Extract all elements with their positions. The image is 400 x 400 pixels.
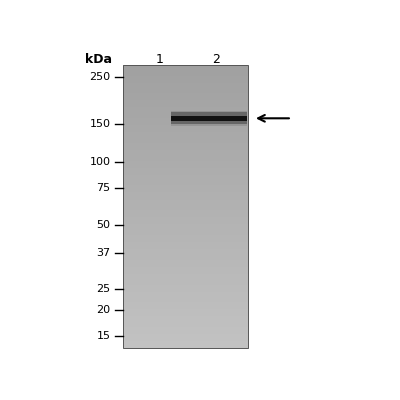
Bar bbox=[123, 277, 248, 281]
Bar bbox=[123, 104, 248, 108]
Bar bbox=[123, 302, 248, 306]
Bar bbox=[123, 263, 248, 267]
Bar bbox=[123, 235, 248, 238]
Bar bbox=[123, 192, 248, 196]
Bar bbox=[123, 341, 248, 345]
Bar bbox=[123, 344, 248, 348]
Bar bbox=[123, 90, 248, 93]
Text: 25: 25 bbox=[96, 284, 110, 294]
Bar bbox=[123, 238, 248, 242]
Bar bbox=[123, 231, 248, 235]
Text: kDa: kDa bbox=[84, 53, 112, 66]
Text: 250: 250 bbox=[89, 72, 110, 82]
Bar bbox=[123, 128, 248, 132]
Bar bbox=[123, 100, 248, 104]
Bar bbox=[123, 68, 248, 72]
Bar bbox=[123, 150, 248, 154]
Bar bbox=[123, 167, 248, 171]
Bar bbox=[171, 110, 247, 116]
Bar bbox=[123, 213, 248, 217]
Text: 1: 1 bbox=[156, 53, 164, 66]
Bar bbox=[123, 224, 248, 228]
Bar bbox=[123, 132, 248, 136]
Bar bbox=[123, 220, 248, 224]
Bar bbox=[123, 245, 248, 249]
Bar bbox=[123, 125, 248, 129]
Bar bbox=[123, 118, 248, 122]
Bar bbox=[123, 323, 248, 327]
Text: 75: 75 bbox=[96, 183, 110, 193]
Bar bbox=[123, 75, 248, 79]
Text: 150: 150 bbox=[90, 119, 110, 129]
Bar bbox=[123, 298, 248, 302]
Bar bbox=[123, 330, 248, 334]
Bar bbox=[123, 316, 248, 320]
Bar bbox=[123, 121, 248, 125]
Text: 100: 100 bbox=[90, 156, 110, 166]
Bar bbox=[123, 182, 248, 185]
Bar bbox=[123, 203, 248, 207]
Bar bbox=[123, 178, 248, 182]
Bar bbox=[123, 107, 248, 111]
Bar bbox=[123, 157, 248, 160]
Bar bbox=[123, 249, 248, 253]
Bar bbox=[123, 295, 248, 299]
Bar bbox=[123, 242, 248, 246]
Text: 37: 37 bbox=[96, 248, 110, 258]
Bar bbox=[123, 228, 248, 232]
Bar bbox=[123, 114, 248, 118]
Bar bbox=[123, 256, 248, 260]
Text: 20: 20 bbox=[96, 304, 110, 314]
Bar bbox=[123, 174, 248, 178]
Bar bbox=[123, 210, 248, 214]
Bar bbox=[123, 142, 248, 146]
Bar bbox=[171, 120, 247, 126]
Bar bbox=[123, 270, 248, 274]
Bar bbox=[123, 96, 248, 100]
Text: 15: 15 bbox=[96, 331, 110, 341]
Bar bbox=[123, 82, 248, 86]
Bar bbox=[123, 284, 248, 288]
Text: 2: 2 bbox=[212, 53, 220, 66]
Bar bbox=[123, 266, 248, 270]
Bar bbox=[123, 327, 248, 330]
Bar bbox=[123, 288, 248, 292]
Bar bbox=[123, 136, 248, 139]
Bar bbox=[171, 112, 247, 118]
Bar bbox=[123, 146, 248, 150]
Bar bbox=[123, 79, 248, 83]
Bar bbox=[123, 206, 248, 210]
Bar bbox=[123, 309, 248, 313]
Bar bbox=[123, 337, 248, 341]
Bar bbox=[123, 111, 248, 114]
Bar bbox=[123, 189, 248, 192]
Bar bbox=[123, 334, 248, 338]
Bar bbox=[123, 139, 248, 143]
Bar bbox=[171, 118, 247, 124]
Bar bbox=[123, 93, 248, 97]
Bar bbox=[123, 65, 248, 68]
Bar bbox=[123, 199, 248, 203]
Text: 50: 50 bbox=[96, 220, 110, 230]
Bar bbox=[123, 281, 248, 284]
Bar bbox=[123, 164, 248, 168]
Bar bbox=[123, 196, 248, 200]
Bar bbox=[123, 72, 248, 76]
Bar bbox=[123, 65, 248, 348]
Bar bbox=[123, 252, 248, 256]
Bar bbox=[123, 160, 248, 164]
Bar bbox=[123, 312, 248, 316]
Bar bbox=[123, 306, 248, 309]
Bar bbox=[123, 291, 248, 295]
Bar bbox=[123, 153, 248, 157]
Bar bbox=[123, 274, 248, 278]
Bar bbox=[171, 116, 247, 121]
Bar bbox=[123, 171, 248, 175]
Bar bbox=[123, 86, 248, 90]
Bar bbox=[123, 217, 248, 221]
Bar bbox=[123, 185, 248, 189]
Bar bbox=[123, 260, 248, 263]
Bar bbox=[123, 320, 248, 324]
